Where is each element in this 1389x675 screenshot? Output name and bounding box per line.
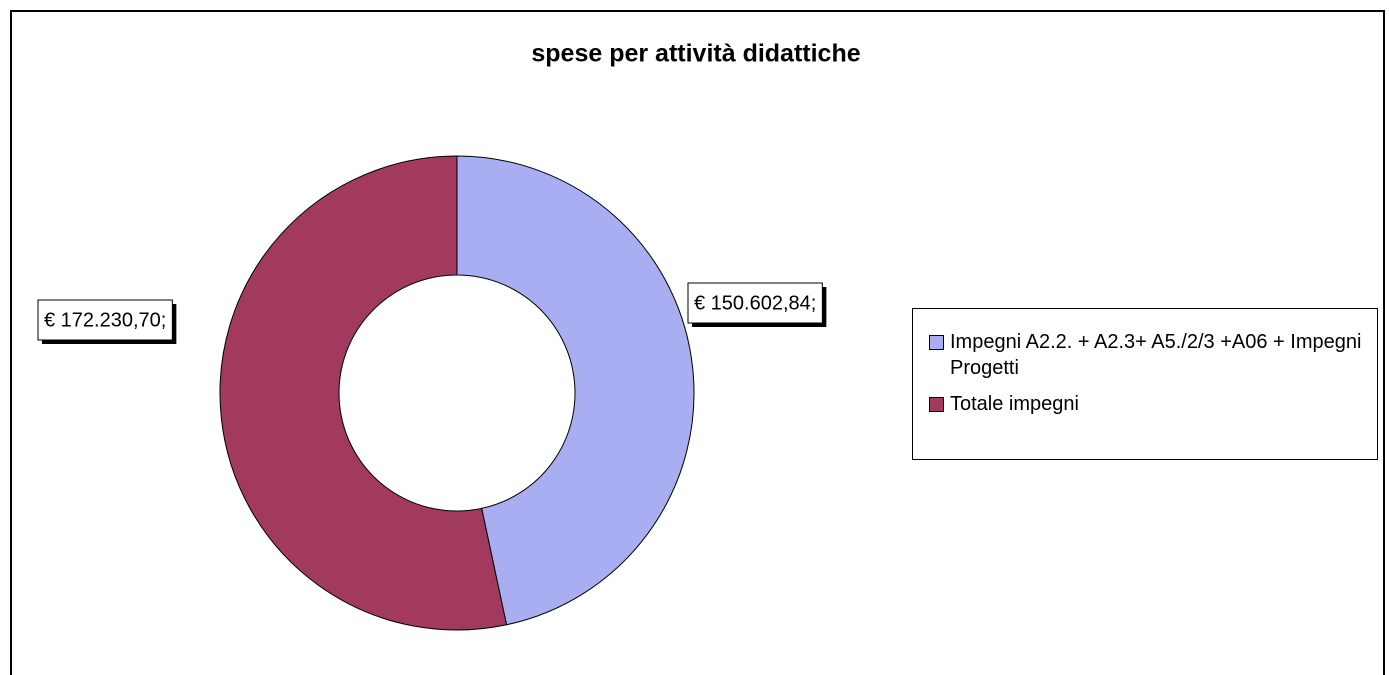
data-label: € 172.230,70; xyxy=(44,309,166,331)
legend-entry: Totale impegni xyxy=(929,391,1369,417)
label-box xyxy=(687,282,823,324)
legend: Impegni A2.2. + A2.3+ A5./2/3 +A06 + Imp… xyxy=(912,308,1378,460)
legend-label: Totale impegni xyxy=(950,393,1079,415)
frame xyxy=(10,10,1385,675)
data-label: € 150.602,84; xyxy=(694,292,816,314)
legend-swatch xyxy=(929,335,944,350)
donut-slice xyxy=(456,155,695,626)
label-box xyxy=(37,299,173,341)
legend-swatch xyxy=(929,397,944,412)
legend-entry: Impegni A2.2. + A2.3+ A5./2/3 +A06 + Imp… xyxy=(929,329,1369,381)
legend-label: Impegni A2.2. + A2.3+ A5./2/3 +A06 + Imp… xyxy=(950,331,1362,379)
chart-title: spese per attività didattiche xyxy=(531,40,860,68)
donut-slice xyxy=(219,155,508,631)
